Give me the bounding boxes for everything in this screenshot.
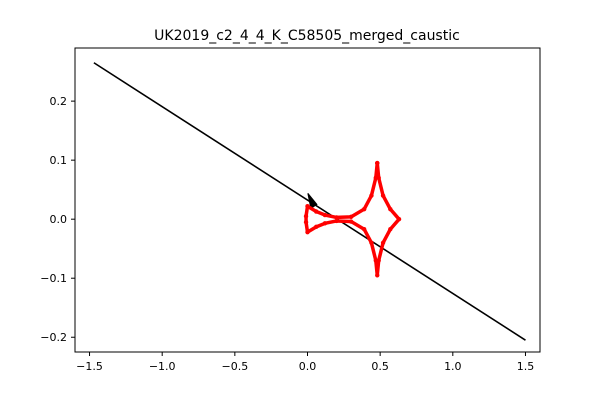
caustic-point [322,212,328,218]
axes-frame [74,47,541,353]
caustic-point [303,214,309,219]
caustic-point [396,216,402,222]
caustic-point [375,160,380,166]
x-tick-label: −1.5 [76,360,103,373]
plot-area [93,62,526,341]
caustic-point [376,175,381,181]
caustic-point [305,203,310,209]
trajectory-arrow [307,193,318,210]
caustic-point [348,214,354,220]
caustic-point [348,219,354,224]
y-tick-label: −0.1 [40,272,67,285]
caustic-point [376,258,381,263]
caustic-point [388,227,393,232]
caustic-point [361,227,367,232]
caustic-point [369,240,374,245]
caustic-point [375,273,380,278]
caustic-point [369,193,374,198]
caustic-point [380,240,386,245]
chart-title: UK2019_c2_4_4_K_C58505_merged_caustic [154,28,460,44]
caustic-point [314,224,319,230]
caustic-point [334,215,339,220]
caustic-point [303,219,309,225]
x-axis: −1.5 −1.0 −0.5 0.0 0.5 1.0 1.5 [76,352,534,373]
caustic-point [361,206,367,212]
x-tick-label: 0.0 [299,360,317,373]
x-tick-label: −1.0 [149,360,176,373]
caustic-point [305,229,310,235]
x-tick-label: 1.0 [444,360,462,373]
x-tick-label: 1.5 [517,360,535,373]
caustic-point [388,206,393,212]
caustic-point [314,209,319,214]
x-tick-label: −0.5 [221,360,248,373]
y-tick-label: −0.2 [40,331,67,344]
caustic-point [322,221,328,226]
y-tick-label: 0.1 [50,154,68,167]
caustic-curve [304,161,401,278]
y-tick-label: 0.2 [50,95,68,108]
y-axis: −0.2 −0.1 0.0 0.1 0.2 [40,95,75,344]
caustic-point [334,218,339,224]
caustic-point [380,193,386,198]
y-tick-label: 0.0 [50,213,68,226]
x-tick-label: 0.5 [371,360,389,373]
